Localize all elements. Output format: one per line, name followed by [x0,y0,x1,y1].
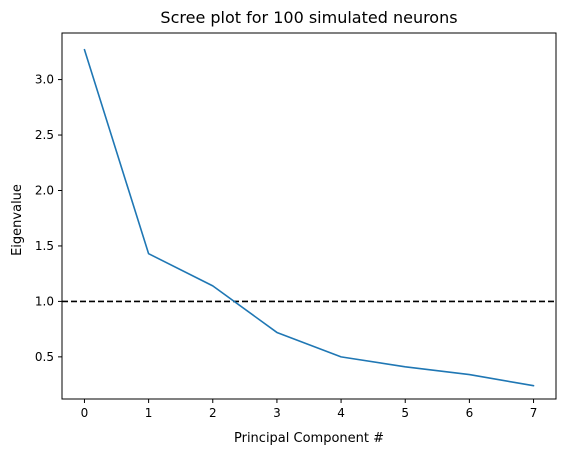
y-tick-label-3: 2.0 [35,183,54,197]
y-tick-label-0: 0.5 [35,350,54,364]
y-tick-label-4: 2.5 [35,128,54,142]
y-tick-label-1: 1.0 [35,294,54,308]
x-tick-label-5: 5 [401,406,409,420]
chart-title: Scree plot for 100 simulated neurons [160,8,457,27]
series-line-0 [83,48,535,387]
y-tick-label-2: 1.5 [35,239,54,253]
x-tick-label-0: 0 [81,406,89,420]
x-axis-label: Principal Component # [234,431,384,446]
y-tick-label-5: 3.0 [35,73,54,87]
x-tick-label-7: 7 [530,406,538,420]
plot-frame [61,32,557,400]
x-axis-ticks: 0 1 2 3 4 5 6 7 [81,399,538,420]
series-lines [83,48,535,387]
x-tick-label-6: 6 [466,406,474,420]
x-tick-label-1: 1 [145,406,153,420]
x-tick-label-2: 2 [209,406,217,420]
x-tick-label-4: 4 [337,406,345,420]
y-axis-label: Eigenvalue [10,184,25,256]
plot-area-border [61,32,557,400]
y-axis-ticks: 0.5 1.0 1.5 2.0 2.5 3.0 [35,73,62,364]
x-tick-label-3: 3 [273,406,281,420]
